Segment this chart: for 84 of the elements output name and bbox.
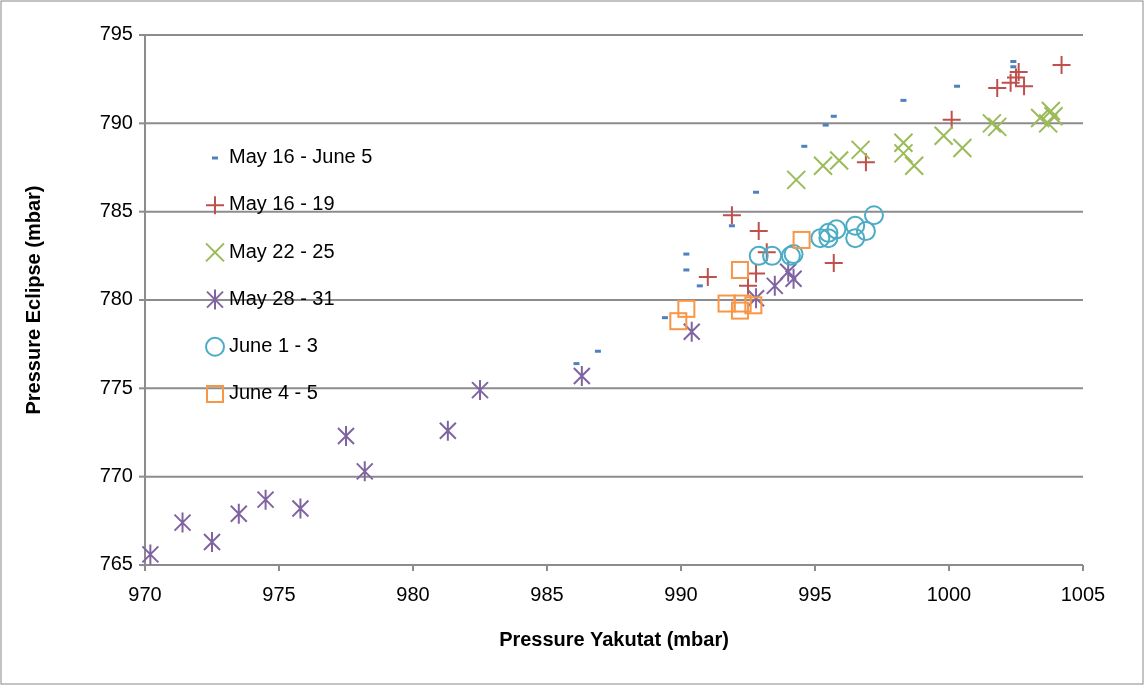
legend-label: May 16 - June 5 — [229, 145, 373, 168]
x-tick-label: 980 — [396, 583, 430, 605]
y-tick-label: 765 — [99, 552, 133, 575]
y-tick-label: 785 — [99, 198, 133, 221]
point — [863, 205, 884, 226]
point — [786, 169, 807, 190]
y-tick-label: 780 — [99, 287, 133, 310]
legend-label: June 4 - 5 — [229, 381, 318, 404]
y-tick-label: 790 — [99, 110, 133, 133]
x-tick-label: 1000 — [926, 583, 972, 605]
point — [845, 228, 866, 249]
legend-label: May 16 - 19 — [229, 192, 335, 215]
point — [682, 320, 701, 343]
point — [572, 364, 591, 387]
point — [291, 497, 310, 520]
point — [855, 221, 876, 242]
point — [941, 109, 962, 130]
point — [850, 139, 871, 160]
y-tick-label: 770 — [99, 463, 133, 486]
legend-label: May 28 - 31 — [229, 286, 335, 309]
point — [981, 113, 1002, 134]
point — [893, 143, 914, 164]
x-tick-label: 975 — [262, 583, 296, 605]
point — [173, 511, 192, 534]
point — [677, 299, 696, 318]
point — [471, 379, 489, 402]
point — [748, 245, 769, 266]
point — [792, 230, 811, 249]
point — [893, 132, 914, 153]
legend-label: June 1 - 3 — [229, 334, 318, 357]
point — [733, 294, 752, 313]
point — [355, 460, 374, 483]
point — [730, 301, 749, 320]
point — [721, 205, 742, 226]
y-tick-label: 775 — [99, 375, 133, 398]
point — [987, 116, 1008, 137]
point — [1030, 108, 1051, 129]
point — [256, 488, 275, 511]
point — [1043, 106, 1064, 127]
x-tick-label: 1005 — [1060, 583, 1106, 605]
point — [933, 125, 954, 146]
point — [717, 294, 736, 313]
point — [744, 296, 763, 315]
point — [1000, 72, 1021, 93]
x-axis-title: Pressure Yakutat (mbar) — [499, 628, 729, 650]
point — [779, 260, 798, 283]
point — [1040, 100, 1061, 121]
point — [747, 287, 766, 310]
point — [337, 425, 355, 448]
point — [1008, 62, 1029, 83]
point — [746, 263, 767, 284]
point — [845, 215, 866, 236]
x-tick-label: 990 — [664, 583, 698, 605]
point — [748, 221, 769, 242]
point — [826, 219, 847, 240]
y-tick-label: 795 — [99, 22, 133, 45]
x-tick-label: 970 — [128, 583, 162, 605]
point — [784, 267, 803, 290]
point — [813, 155, 834, 176]
point — [229, 502, 248, 525]
x-tick-label: 985 — [530, 583, 564, 605]
point — [438, 419, 457, 442]
point — [756, 242, 777, 263]
point — [697, 267, 718, 288]
legend-label: May 22 - 25 — [229, 239, 335, 262]
point — [730, 260, 749, 279]
point — [762, 245, 783, 266]
point — [141, 543, 160, 566]
point — [818, 228, 839, 249]
point — [829, 150, 850, 171]
point — [823, 252, 844, 273]
x-tick-label: 995 — [798, 583, 832, 605]
point — [987, 78, 1008, 98]
point — [765, 274, 784, 297]
point — [203, 531, 221, 554]
point — [1038, 113, 1059, 134]
point — [904, 155, 925, 176]
point — [1051, 55, 1072, 76]
point — [818, 222, 839, 243]
point — [810, 228, 831, 249]
y-axis-title: Pressure Eclipse (mbar) — [22, 185, 44, 415]
point — [952, 138, 973, 159]
point — [669, 312, 688, 331]
point — [855, 152, 876, 173]
